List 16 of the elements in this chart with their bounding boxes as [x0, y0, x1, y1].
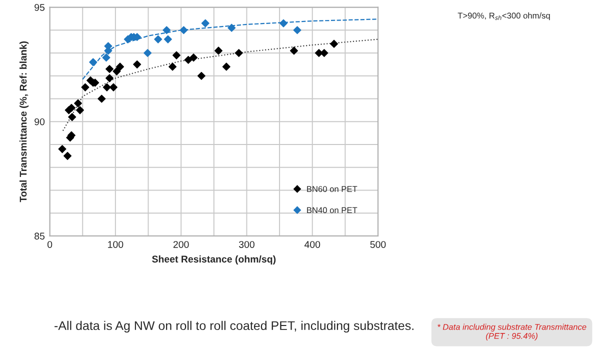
legend-label: BN60 on PET: [307, 186, 358, 192]
y-tick-label: 95: [34, 4, 45, 11]
text: -All data is Ag NW on roll to roll coated PET, including substrates.: [54, 320, 414, 333]
text: T>90%, R$_{sh}$<300 ohm/sq: [458, 12, 550, 20]
y-tick-label: 85: [34, 232, 45, 240]
legend-label: BN40 on PET: [307, 207, 358, 214]
x-tick-label: 500: [370, 241, 386, 248]
x-tick-label: 300: [238, 241, 254, 248]
text: * Data including substrate Transmittance (PET : 95.4%): [438, 324, 586, 341]
x-tick-label: 400: [304, 241, 320, 248]
x-tick-label: 0: [47, 241, 52, 248]
y-tick-label: 90: [34, 118, 45, 126]
x-tick-label: 200: [173, 241, 189, 248]
x-tick-label: 100: [108, 241, 124, 248]
x-axis-title: Sheet Resistance (ohm/sq): [152, 255, 276, 264]
y-axis-title: Total Transmittance (%, Ref: blank): [20, 41, 29, 202]
